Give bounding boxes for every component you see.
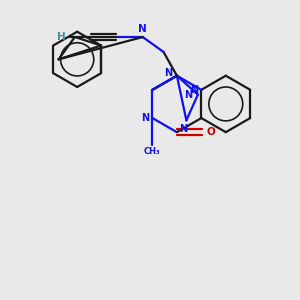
Text: CH₃: CH₃ <box>144 147 161 156</box>
Text: N: N <box>141 113 149 123</box>
Text: H: H <box>57 32 66 42</box>
Text: N: N <box>184 90 192 100</box>
Text: N: N <box>138 24 147 34</box>
Text: N: N <box>179 124 188 134</box>
Text: O: O <box>206 127 215 137</box>
Text: N: N <box>190 85 198 95</box>
Text: N: N <box>164 68 172 78</box>
Text: ·: · <box>70 34 73 40</box>
